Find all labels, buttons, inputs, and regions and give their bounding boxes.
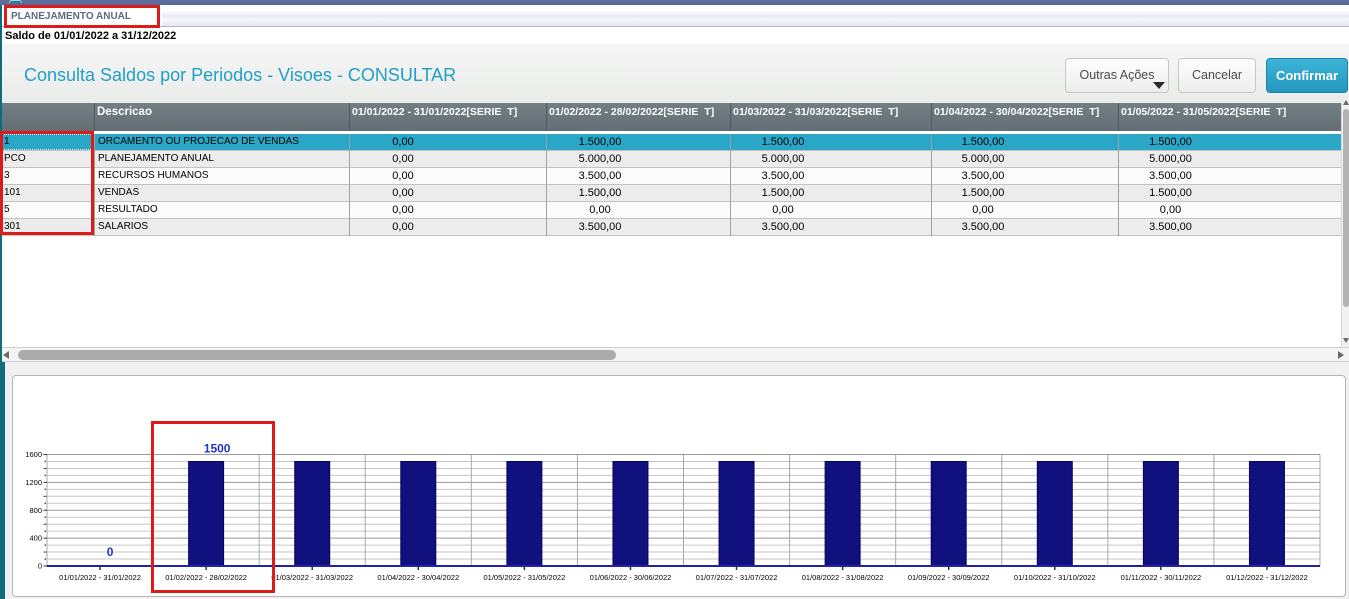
svg-text:01/12/2022 - 31/12/2022: 01/12/2022 - 31/12/2022	[1226, 573, 1308, 582]
svg-text:01/01/2022 - 31/01/2022: 01/01/2022 - 31/01/2022	[59, 573, 141, 582]
svg-text:400: 400	[29, 534, 42, 543]
svg-text:0: 0	[38, 562, 42, 571]
svg-text:800: 800	[29, 506, 42, 515]
svg-text:0: 0	[107, 545, 114, 559]
svg-text:01/03/2022 - 31/03/2022: 01/03/2022 - 31/03/2022	[271, 573, 353, 582]
svg-text:01/05/2022 - 31/05/2022: 01/05/2022 - 31/05/2022	[484, 573, 566, 582]
svg-text:1600: 1600	[25, 450, 42, 459]
svg-text:01/08/2022 - 31/08/2022: 01/08/2022 - 31/08/2022	[802, 573, 884, 582]
svg-text:01/07/2022 - 31/07/2022: 01/07/2022 - 31/07/2022	[696, 573, 778, 582]
svg-text:01/02/2022 - 28/02/2022: 01/02/2022 - 28/02/2022	[165, 573, 247, 582]
svg-text:01/10/2022 - 31/10/2022: 01/10/2022 - 31/10/2022	[1014, 573, 1096, 582]
svg-text:01/09/2022 - 30/09/2022: 01/09/2022 - 30/09/2022	[908, 573, 990, 582]
svg-text:01/11/2022 - 30/11/2022: 01/11/2022 - 30/11/2022	[1121, 573, 1202, 582]
svg-text:01/06/2022 - 30/06/2022: 01/06/2022 - 30/06/2022	[590, 573, 672, 582]
svg-text:1200: 1200	[25, 478, 42, 487]
svg-text:01/04/2022 - 30/04/2022: 01/04/2022 - 30/04/2022	[377, 573, 459, 582]
svg-text:1500: 1500	[204, 442, 231, 456]
